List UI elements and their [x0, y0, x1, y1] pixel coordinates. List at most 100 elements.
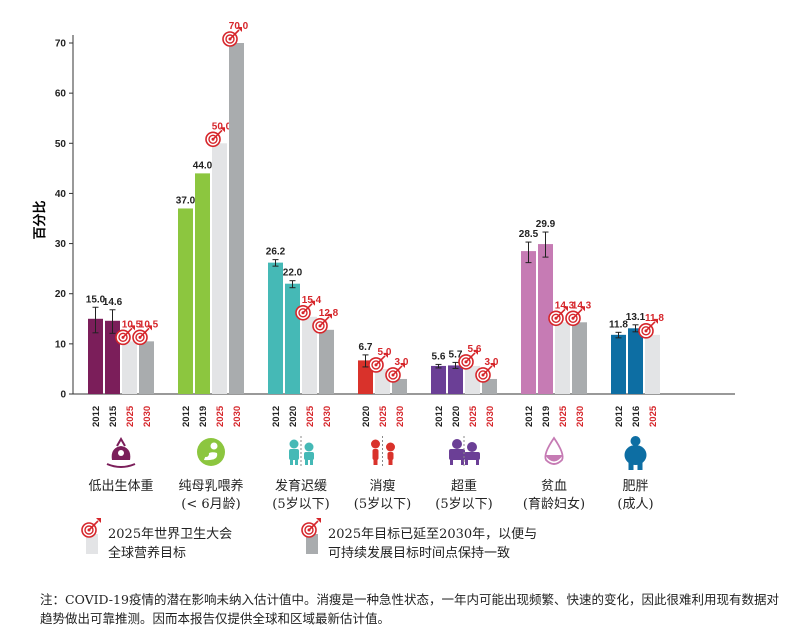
target-arrow-shaft: [229, 29, 240, 40]
bar-2012: [88, 318, 103, 394]
value-label: 5.7: [449, 349, 463, 360]
bar-2016: [628, 328, 643, 394]
target-arrow-fletch: [147, 325, 152, 331]
drop-outline: [544, 436, 564, 465]
year-label: 2030: [322, 406, 333, 427]
target-marker: [565, 306, 585, 327]
value-label: 26.2: [266, 247, 286, 258]
child-leg: [389, 459, 393, 465]
child-body: [449, 449, 465, 460]
icon-disc: [197, 438, 225, 466]
target-marker: [115, 325, 135, 346]
value-label: 6.7: [359, 342, 373, 353]
target-ring-inner: [84, 525, 94, 535]
child-leg: [310, 459, 313, 465]
target-arrow-fletch: [316, 518, 321, 523]
mother-head: [210, 442, 218, 450]
bar-2012: [521, 251, 536, 394]
value-label: 11.8: [609, 319, 628, 330]
footnote: 注：COVID-19疫情的潜在影响未纳入估计值中。消瘦是一种急性状态，一年内可能…: [40, 592, 779, 626]
target-ring-inner: [551, 313, 561, 323]
value-label: 14.6: [103, 297, 123, 308]
target-marker: [205, 127, 225, 148]
bar-2020: [285, 283, 300, 394]
child-head: [371, 439, 380, 449]
adult-leg: [628, 462, 634, 470]
year-label: 2012: [181, 406, 192, 427]
value-label: 29.9: [536, 219, 556, 230]
target-marker: [368, 352, 388, 373]
year-label: 2025: [125, 405, 136, 427]
year-label: 2025: [305, 405, 316, 427]
bar-2025: [645, 334, 660, 394]
baby-head: [118, 450, 124, 456]
target-ring-inner: [568, 313, 578, 323]
year-label: 2030: [142, 406, 153, 427]
child-leg: [290, 459, 293, 465]
target-arrow-shaft: [302, 303, 313, 314]
value-label: 15.4: [302, 295, 322, 306]
legend-target-icon: [81, 518, 101, 538]
year-label: 2025: [468, 405, 479, 427]
target-marker: [475, 362, 495, 383]
group-name: 发育迟缓: [275, 478, 327, 494]
value-label: 5.0: [378, 347, 392, 358]
year-label: 2020: [288, 406, 299, 427]
adult-obesity-icon: [624, 436, 647, 470]
year-label: 2012: [434, 406, 445, 427]
value-label: 14.3: [555, 300, 575, 311]
y-tick-label: 30: [55, 239, 67, 250]
target-marker: [385, 362, 405, 383]
baby-head: [203, 451, 209, 457]
value-label: 22.0: [283, 268, 303, 279]
year-label: 2030: [575, 406, 586, 427]
target-arrow-shaft: [375, 355, 386, 366]
bar-2025: [555, 322, 570, 394]
target-marker: [222, 27, 242, 47]
y-tick-label: 70: [55, 39, 67, 50]
target-ring-inner: [371, 360, 381, 370]
year-label: 2019: [198, 406, 209, 427]
child-body: [464, 452, 480, 460]
target-arrow-shaft: [482, 365, 493, 376]
child-head: [304, 442, 314, 452]
year-label: 2012: [524, 406, 535, 427]
hand: [106, 463, 136, 468]
value-label: 70.0: [229, 21, 249, 32]
bar-2019: [195, 173, 210, 394]
value-label: 11.8: [645, 313, 664, 324]
mother-body: [204, 452, 218, 461]
target-arrow-shaft: [308, 520, 319, 531]
value-label: 44.0: [193, 160, 213, 171]
weight-handle: [116, 436, 126, 447]
target-marker: [548, 306, 568, 327]
value-label: 10.5: [122, 319, 142, 330]
target-ring-inner: [641, 326, 651, 336]
target-arrow-shaft: [139, 327, 150, 338]
year-label: 2015: [108, 405, 119, 427]
legend-text: 2025年目标已延至2030年，以便与: [328, 527, 537, 542]
child-body: [289, 449, 299, 460]
child-head: [452, 439, 462, 449]
target-ring-inner: [135, 332, 145, 343]
target-arrow-fletch: [96, 518, 101, 523]
target-arrow-fletch: [473, 349, 478, 355]
y-tick-label: 10: [55, 339, 67, 350]
year-label: 2019: [541, 406, 552, 427]
target-arrow-shaft: [88, 520, 99, 531]
drop-fill: [545, 455, 563, 462]
target-marker: [132, 325, 152, 346]
year-label: 2030: [485, 406, 496, 427]
group-subtitle: (育龄妇女): [523, 496, 585, 512]
year-label: 2025: [378, 405, 389, 427]
target-arrow-fletch: [220, 127, 225, 133]
year-label: 2020: [451, 406, 462, 427]
group-name: 低出生体重: [88, 478, 153, 494]
year-label: 2025: [558, 405, 569, 427]
child-leg: [374, 459, 378, 465]
target-arrow-shaft: [319, 316, 330, 327]
child-body: [387, 452, 394, 460]
breastfeeding-icon: [197, 438, 225, 466]
bar-2012: [268, 262, 283, 394]
target-arrow-fletch: [310, 300, 315, 306]
